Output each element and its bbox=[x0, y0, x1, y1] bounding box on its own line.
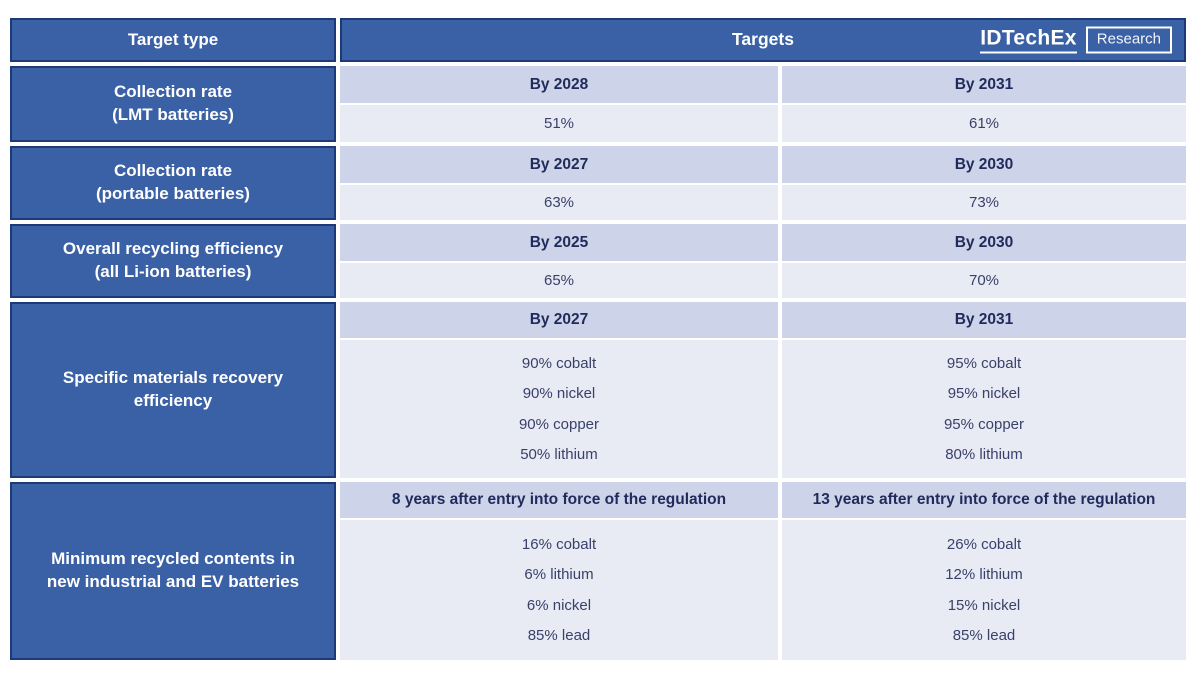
row-label-line: Minimum recycled contents in bbox=[51, 549, 295, 569]
target-value: 95% cobalt bbox=[946, 355, 1022, 373]
target-value: 70% bbox=[968, 272, 1000, 289]
row-label-line: (all Li-ion batteries) bbox=[94, 262, 252, 281]
row-label-line: Specific materials recovery bbox=[62, 368, 284, 388]
cell-portable-2030: By 2030 73% bbox=[782, 146, 1186, 220]
cell-efficiency-2030: By 2030 70% bbox=[782, 224, 1186, 298]
cell-recycled-8-years: 8 years after entry into force of the re… bbox=[340, 482, 778, 660]
target-value: 90% copper bbox=[518, 415, 600, 433]
target-value-cell: 70% bbox=[782, 263, 1186, 298]
idtechex-brand-wordmark: IDTechEx bbox=[980, 27, 1077, 54]
row-label-materials-recovery: Specific materials recovery efficiency bbox=[10, 302, 336, 478]
row-label-min-recycled-contents: Minimum recycled contents in new industr… bbox=[10, 482, 336, 660]
column-header-target-type: Target type bbox=[10, 18, 336, 62]
target-value-cell: 63% bbox=[340, 185, 778, 220]
target-value: 6% lithium bbox=[524, 566, 594, 584]
target-type-label: Target type bbox=[127, 29, 219, 49]
row-label-line: Collection rate bbox=[113, 161, 233, 181]
deadline-header: 13 years after entry into force of the r… bbox=[782, 482, 1186, 518]
deadline-header: By 2027 bbox=[340, 146, 778, 183]
row-label-overall-recycling-efficiency: Overall recycling efficiency (all Li-ion… bbox=[10, 224, 336, 298]
target-value: 6% nickel bbox=[526, 596, 592, 614]
target-value-cell: 26% cobalt 12% lithium 15% nickel 85% le… bbox=[782, 520, 1186, 660]
deadline-header: By 2030 bbox=[782, 146, 1186, 183]
row-label-collection-rate-lmt: Collection rate (LMT batteries) bbox=[10, 66, 336, 142]
target-value-cell: 65% bbox=[340, 263, 778, 298]
target-value-cell: 95% cobalt 95% nickel 95% copper 80% lit… bbox=[782, 340, 1186, 478]
target-value-cell: 73% bbox=[782, 185, 1186, 220]
target-value: 63% bbox=[543, 194, 575, 211]
target-value: 61% bbox=[968, 115, 1000, 132]
battery-regulation-targets-table: Target type Targets IDTechEx Research Co… bbox=[10, 18, 1186, 660]
row-label-collection-rate-portable: Collection rate (portable batteries) bbox=[10, 146, 336, 220]
cell-recycled-13-years: 13 years after entry into force of the r… bbox=[782, 482, 1186, 660]
targets-label: Targets bbox=[732, 29, 794, 50]
row-label-line: (LMT batteries) bbox=[112, 105, 234, 124]
cell-efficiency-2025: By 2025 65% bbox=[340, 224, 778, 298]
deadline-header: 8 years after entry into force of the re… bbox=[340, 482, 778, 518]
cell-portable-2027: By 2027 63% bbox=[340, 146, 778, 220]
target-value: 85% lead bbox=[952, 627, 1016, 645]
target-value: 95% copper bbox=[943, 415, 1025, 433]
target-value-cell: 51% bbox=[340, 105, 778, 142]
cell-materials-2031: By 2031 95% cobalt 95% nickel 95% copper… bbox=[782, 302, 1186, 478]
row-label-line: Collection rate bbox=[113, 82, 233, 102]
row-label-line: (portable batteries) bbox=[96, 184, 250, 203]
target-value: 16% cobalt bbox=[521, 535, 597, 553]
target-value-cell: 16% cobalt 6% lithium 6% nickel 85% lead bbox=[340, 520, 778, 660]
target-value: 12% lithium bbox=[945, 566, 1023, 584]
row-label-line: Overall recycling efficiency bbox=[62, 239, 284, 259]
deadline-header: By 2025 bbox=[340, 224, 778, 261]
target-value: 85% lead bbox=[527, 627, 591, 645]
idtechex-logo: IDTechEx Research bbox=[980, 26, 1172, 54]
target-value: 50% lithium bbox=[520, 445, 598, 463]
target-value: 15% nickel bbox=[947, 596, 1021, 614]
target-value: 95% nickel bbox=[947, 385, 1021, 403]
target-value-cell: 61% bbox=[782, 105, 1186, 142]
cell-materials-2027: By 2027 90% cobalt 90% nickel 90% copper… bbox=[340, 302, 778, 478]
deadline-header: By 2031 bbox=[782, 66, 1186, 103]
cell-lmt-2028: By 2028 51% bbox=[340, 66, 778, 142]
target-value: 80% lithium bbox=[945, 445, 1023, 463]
target-value: 90% nickel bbox=[522, 385, 596, 403]
row-label-line: efficiency bbox=[133, 391, 213, 410]
target-value: 90% cobalt bbox=[521, 355, 597, 373]
target-value: 73% bbox=[968, 194, 1000, 211]
target-value: 51% bbox=[543, 115, 575, 132]
deadline-header: By 2027 bbox=[340, 302, 778, 338]
target-value: 26% cobalt bbox=[946, 535, 1022, 553]
deadline-header: By 2030 bbox=[782, 224, 1186, 261]
cell-lmt-2031: By 2031 61% bbox=[782, 66, 1186, 142]
target-value: 65% bbox=[543, 272, 575, 289]
deadline-header: By 2028 bbox=[340, 66, 778, 103]
column-header-targets: Targets IDTechEx Research bbox=[340, 18, 1186, 62]
deadline-header: By 2031 bbox=[782, 302, 1186, 338]
row-label-line: new industrial and EV batteries bbox=[46, 572, 300, 591]
target-value-cell: 90% cobalt 90% nickel 90% copper 50% lit… bbox=[340, 340, 778, 478]
research-badge: Research bbox=[1085, 26, 1172, 54]
